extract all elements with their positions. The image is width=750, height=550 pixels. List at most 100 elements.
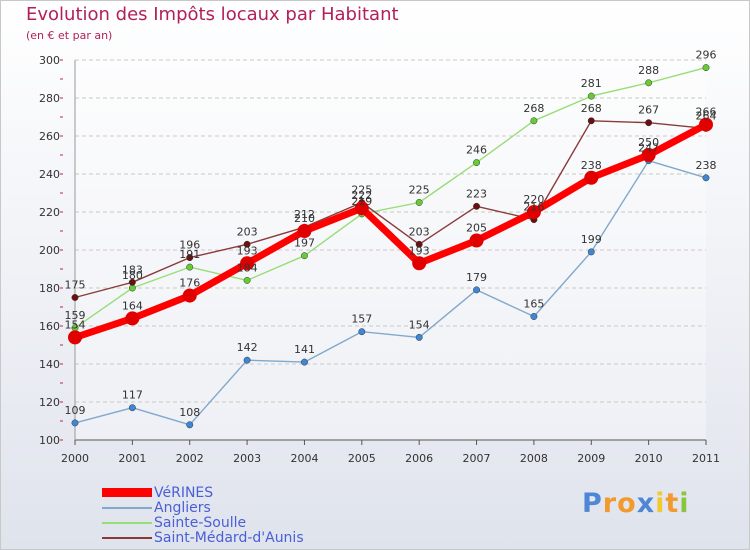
- logo-letter: r: [602, 488, 618, 519]
- legend-swatch-saint-medard: [102, 537, 152, 539]
- series-point-0: [469, 233, 484, 248]
- series-point-1: [128, 404, 136, 412]
- y-tick-label: 240: [39, 168, 60, 181]
- series-line-3: [74, 120, 707, 299]
- series-line-0: [73, 121, 708, 341]
- data-label: 180: [122, 269, 143, 282]
- y-tick-label: 120: [39, 396, 60, 409]
- data-label: 176: [179, 277, 200, 290]
- y-tick-label: 200: [39, 244, 60, 257]
- series-point-2: [415, 199, 423, 206]
- series-line-1: [74, 159, 707, 426]
- data-label: 247: [638, 142, 659, 155]
- y-tick-label: 280: [39, 92, 60, 105]
- series-point-0: [68, 330, 82, 345]
- series-point-3: [243, 240, 251, 248]
- series-point-1: [301, 358, 308, 366]
- series-point-1: [243, 356, 251, 364]
- data-labels: 154 164 176 193 210 222 193 205 220 238 250 266 109 1…: [65, 49, 717, 419]
- logo-letter: i: [679, 488, 690, 519]
- data-label: 238: [696, 159, 717, 172]
- series: [68, 64, 713, 429]
- data-label: 184: [237, 261, 258, 274]
- series-line-2: [74, 66, 707, 329]
- data-label: 109: [65, 404, 86, 417]
- y-tick-label: 140: [39, 358, 60, 371]
- chart-subtitle: (en € et par an): [26, 29, 113, 42]
- y-tick-label: 160: [39, 320, 60, 333]
- series-point-1: [473, 286, 480, 294]
- logo-letter: t: [665, 488, 680, 519]
- series-point-0: [182, 288, 197, 303]
- series-point-1: [587, 248, 595, 256]
- data-label: 288: [638, 64, 659, 77]
- logo-letter: i: [655, 488, 666, 519]
- legend-label-saint-medard: Saint-Médard-d'Aunis: [154, 530, 304, 546]
- series-point-0: [354, 201, 369, 216]
- series-point-3: [186, 254, 194, 262]
- y-tick-label: 220: [39, 206, 60, 219]
- y-tick-label: 300: [39, 54, 60, 67]
- series-point-0: [125, 311, 140, 326]
- data-label: 268: [523, 102, 544, 115]
- data-label: 197: [294, 237, 315, 250]
- data-label: 219: [351, 195, 372, 208]
- axes: 100 120 140 160 180 200 220 240 260 280 300 2000 200…: [39, 54, 720, 465]
- series-point-0: [584, 170, 599, 185]
- data-label: 154: [65, 318, 86, 331]
- series-point-3: [71, 294, 79, 301]
- series-point-2: [645, 79, 653, 87]
- data-label: 264: [696, 109, 717, 122]
- x-tick-label: 2004: [290, 452, 318, 465]
- x-tick-label: 2006: [405, 452, 433, 465]
- series-point-0: [240, 256, 255, 271]
- series-point-2: [301, 252, 308, 260]
- data-label: 203: [237, 225, 258, 238]
- data-label: 117: [122, 389, 143, 402]
- data-label: 216: [523, 201, 544, 214]
- data-label: 250: [638, 136, 659, 149]
- series-point-1: [186, 421, 194, 429]
- chart-title: Evolution des Impôts locaux par Habitant: [26, 4, 399, 25]
- x-tick-label: 2000: [61, 452, 89, 465]
- data-label: 281: [581, 77, 602, 90]
- x-tick-label: 2009: [577, 452, 605, 465]
- data-label: 157: [351, 313, 372, 326]
- data-label: 223: [466, 187, 487, 200]
- data-label: 191: [179, 248, 200, 261]
- series-point-0: [699, 117, 713, 132]
- series-point-2: [243, 276, 251, 284]
- x-tick-label: 2003: [233, 452, 261, 465]
- series-point-2: [186, 263, 194, 271]
- logo-letter: x: [636, 488, 656, 519]
- series-point-3: [587, 117, 595, 125]
- series-point-1: [415, 333, 423, 341]
- series-point-3: [128, 278, 136, 286]
- data-label: 183: [122, 263, 143, 276]
- data-label: 193: [409, 244, 430, 257]
- series-point-2: [587, 92, 595, 100]
- data-label: 141: [294, 343, 315, 356]
- data-label: 154: [409, 318, 430, 331]
- data-label: 267: [638, 104, 659, 117]
- grid: [75, 59, 706, 440]
- series-point-2: [530, 117, 538, 125]
- series-point-1: [530, 313, 538, 320]
- series-point-0: [641, 148, 656, 162]
- data-label: 210: [294, 212, 315, 225]
- logo-letter: P: [582, 488, 603, 519]
- legend-label-sainte-soulle: Sainte-Soulle: [154, 515, 247, 531]
- data-label: 212: [294, 208, 315, 221]
- series-point-1: [71, 419, 79, 427]
- legend-swatch-sainte-soulle: [102, 522, 152, 524]
- series-point-1: [702, 174, 710, 182]
- series-point-0: [526, 205, 541, 219]
- data-label: 268: [581, 102, 602, 115]
- data-label: 225: [409, 184, 430, 197]
- logo-letter: o: [617, 488, 637, 519]
- y-tick-label: 260: [39, 130, 60, 143]
- data-label: 164: [122, 299, 143, 312]
- series-point-3: [645, 119, 653, 127]
- data-label: 203: [409, 225, 430, 238]
